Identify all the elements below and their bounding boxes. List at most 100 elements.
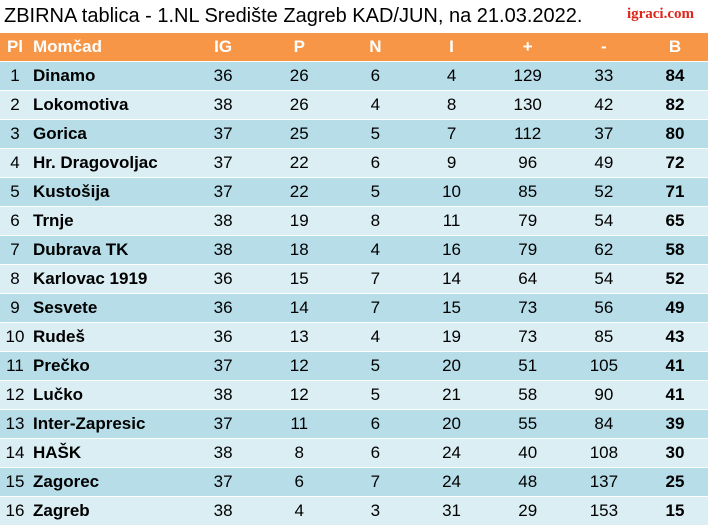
cell-goals-for: 55 <box>490 410 566 439</box>
cell-team-name: Kustošija <box>30 178 185 207</box>
cell-position: 15 <box>0 468 30 497</box>
cell-wins: 15 <box>261 265 337 294</box>
cell-points: 58 <box>642 236 708 265</box>
cell-goals-against: 153 <box>566 497 642 525</box>
cell-points: 43 <box>642 323 708 352</box>
cell-draws: 7 <box>337 294 413 323</box>
cell-draws: 5 <box>337 120 413 149</box>
cell-played: 36 <box>185 62 261 91</box>
page-title: ZBIRNA tablica - 1.NL Središte Zagreb KA… <box>4 5 582 28</box>
header-draws: N <box>337 33 413 62</box>
cell-goals-against: 105 <box>566 352 642 381</box>
cell-team-name: Sesvete <box>30 294 185 323</box>
cell-wins: 12 <box>261 381 337 410</box>
cell-points: 25 <box>642 468 708 497</box>
cell-points: 15 <box>642 497 708 525</box>
cell-losses: 24 <box>413 439 489 468</box>
cell-played: 38 <box>185 381 261 410</box>
cell-draws: 4 <box>337 323 413 352</box>
cell-goals-against: 37 <box>566 120 642 149</box>
cell-wins: 8 <box>261 439 337 468</box>
cell-goals-against: 49 <box>566 149 642 178</box>
cell-wins: 25 <box>261 120 337 149</box>
cell-losses: 19 <box>413 323 489 352</box>
cell-wins: 14 <box>261 294 337 323</box>
cell-points: 82 <box>642 91 708 120</box>
cell-position: 13 <box>0 410 30 439</box>
cell-goals-against: 42 <box>566 91 642 120</box>
cell-goals-against: 85 <box>566 323 642 352</box>
header-position: Pl <box>0 33 30 62</box>
cell-played: 37 <box>185 410 261 439</box>
cell-points: 41 <box>642 352 708 381</box>
cell-losses: 31 <box>413 497 489 525</box>
cell-team-name: Prečko <box>30 352 185 381</box>
cell-goals-against: 56 <box>566 294 642 323</box>
cell-draws: 5 <box>337 352 413 381</box>
cell-team-name: Lokomotiva <box>30 91 185 120</box>
cell-position: 7 <box>0 236 30 265</box>
igraci-logo: igraci.com <box>627 6 694 23</box>
cell-goals-for: 40 <box>490 439 566 468</box>
cell-wins: 18 <box>261 236 337 265</box>
cell-points: 39 <box>642 410 708 439</box>
cell-points: 41 <box>642 381 708 410</box>
cell-losses: 10 <box>413 178 489 207</box>
cell-goals-for: 79 <box>490 207 566 236</box>
cell-played: 38 <box>185 91 261 120</box>
cell-played: 38 <box>185 236 261 265</box>
cell-goals-for: 85 <box>490 178 566 207</box>
cell-goals-against: 62 <box>566 236 642 265</box>
cell-goals-for: 73 <box>490 323 566 352</box>
cell-goals-against: 54 <box>566 265 642 294</box>
cell-played: 37 <box>185 178 261 207</box>
cell-draws: 6 <box>337 410 413 439</box>
cell-position: 12 <box>0 381 30 410</box>
cell-position: 1 <box>0 62 30 91</box>
cell-wins: 13 <box>261 323 337 352</box>
cell-losses: 21 <box>413 381 489 410</box>
cell-goals-for: 29 <box>490 497 566 525</box>
header-team: Momčad <box>30 33 185 62</box>
cell-team-name: Lučko <box>30 381 185 410</box>
cell-losses: 4 <box>413 62 489 91</box>
cell-points: 71 <box>642 178 708 207</box>
cell-played: 38 <box>185 497 261 525</box>
cell-draws: 6 <box>337 62 413 91</box>
cell-points: 80 <box>642 120 708 149</box>
cell-team-name: Hr. Dragovoljac <box>30 149 185 178</box>
cell-losses: 14 <box>413 265 489 294</box>
cell-goals-against: 52 <box>566 178 642 207</box>
cell-wins: 6 <box>261 468 337 497</box>
cell-points: 72 <box>642 149 708 178</box>
cell-losses: 15 <box>413 294 489 323</box>
cell-wins: 22 <box>261 149 337 178</box>
cell-played: 36 <box>185 323 261 352</box>
cell-draws: 7 <box>337 468 413 497</box>
cell-goals-for: 48 <box>490 468 566 497</box>
cell-losses: 16 <box>413 236 489 265</box>
header-goals-for: + <box>490 33 566 62</box>
title-bar: ZBIRNA tablica - 1.NL Središte Zagreb KA… <box>0 0 708 33</box>
cell-losses: 11 <box>413 207 489 236</box>
cell-team-name: Trnje <box>30 207 185 236</box>
cell-wins: 4 <box>261 497 337 525</box>
cell-goals-for: 73 <box>490 294 566 323</box>
cell-draws: 8 <box>337 207 413 236</box>
cell-draws: 7 <box>337 265 413 294</box>
header-goals-against: - <box>566 33 642 62</box>
cell-position: 8 <box>0 265 30 294</box>
cell-draws: 4 <box>337 91 413 120</box>
cell-goals-for: 129 <box>490 62 566 91</box>
